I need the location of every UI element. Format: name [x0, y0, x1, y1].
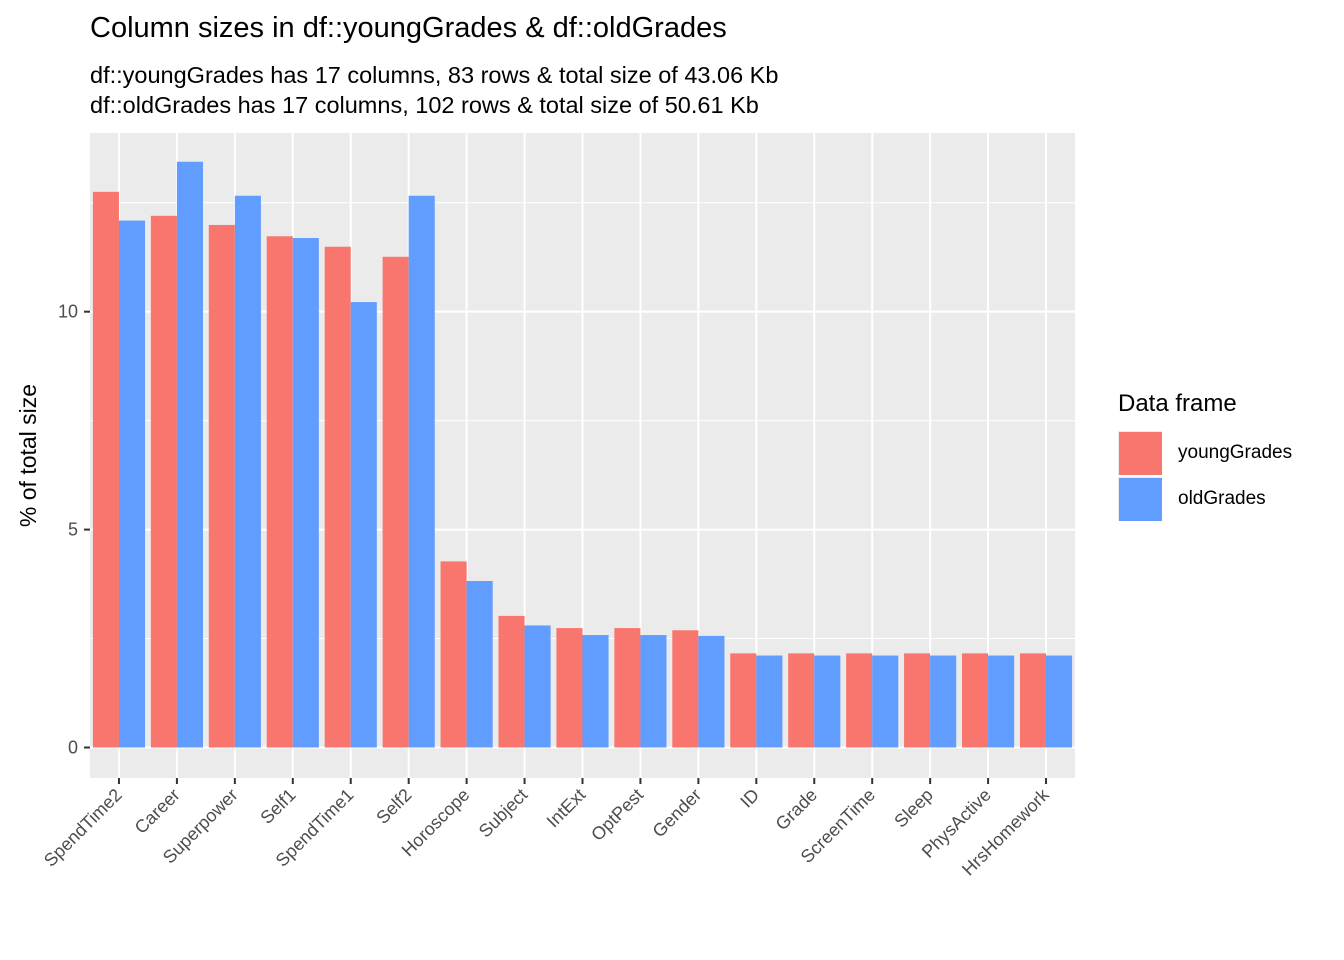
bar-oldGrades-Subject — [524, 625, 551, 748]
legend-item-younggrades: youngGrades — [1118, 430, 1292, 476]
bar-youngGrades-Horoscope — [440, 561, 467, 748]
x-tick-label: Grade — [772, 785, 822, 835]
bar-oldGrades-SpendTime1 — [350, 302, 377, 748]
bar-oldGrades-Self2 — [408, 195, 435, 748]
x-tick-label: SpendTime2 — [40, 785, 126, 871]
legend-label-younggrades: youngGrades — [1178, 442, 1293, 463]
x-tick-label: OptPest — [587, 785, 647, 845]
bar-youngGrades-OptPest — [614, 628, 641, 748]
bar-oldGrades-ID — [756, 655, 783, 748]
bar-oldGrades-Grade — [814, 655, 841, 748]
x-tick-label: ID — [736, 785, 763, 812]
chart-subtitle-line-1: df::youngGrades has 17 columns, 83 rows … — [90, 62, 779, 88]
bar-youngGrades-PhysActive — [962, 653, 989, 748]
y-tick-label: 0 — [68, 737, 78, 757]
bar-oldGrades-HrsHomework — [1046, 655, 1073, 748]
x-tick-label: Sleep — [890, 785, 937, 832]
bar-oldGrades-Superpower — [234, 195, 261, 748]
bar-oldGrades-Gender — [698, 635, 725, 748]
legend-swatch-younggrades — [1118, 431, 1162, 475]
y-tick-label: 10 — [58, 302, 78, 322]
bar-oldGrades-Sleep — [930, 655, 957, 748]
legend-title: Data frame — [1118, 390, 1237, 417]
legend-item-oldgrades: oldGrades — [1118, 476, 1292, 522]
x-tick-label: Subject — [475, 785, 532, 842]
bar-youngGrades-Grade — [788, 653, 815, 748]
bar-oldGrades-PhysActive — [988, 655, 1015, 748]
bar-youngGrades-Self2 — [382, 256, 409, 748]
x-tick-label: Self1 — [256, 785, 299, 828]
bar-oldGrades-OptPest — [640, 635, 667, 748]
bar-youngGrades-Self1 — [266, 236, 293, 748]
bar-youngGrades-SpendTime2 — [92, 191, 119, 748]
legend-swatch-oldgrades — [1118, 477, 1162, 521]
bar-youngGrades-HrsHomework — [1019, 653, 1047, 748]
chart-subtitle-line-2: df::oldGrades has 17 columns, 102 rows &… — [90, 92, 759, 118]
bar-youngGrades-IntExt — [556, 628, 583, 748]
y-axis-title: % of total size — [15, 384, 41, 527]
bar-youngGrades-Subject — [498, 615, 525, 748]
bar-youngGrades-Career — [150, 215, 177, 748]
x-tick-label: Gender — [649, 785, 706, 842]
x-tick-label: Career — [131, 785, 184, 838]
bar-oldGrades-Career — [176, 161, 203, 748]
x-tick-label: IntExt — [543, 785, 590, 832]
bar-youngGrades-Superpower — [208, 224, 235, 748]
bar-youngGrades-Sleep — [904, 653, 931, 748]
bar-youngGrades-SpendTime1 — [324, 246, 351, 748]
legend-key — [1118, 477, 1162, 521]
bar-oldGrades-Self1 — [292, 238, 319, 748]
bar-youngGrades-ID — [730, 653, 757, 748]
chart-title: Column sizes in df::youngGrades & df::ol… — [90, 12, 727, 44]
legend-label-oldgrades: oldGrades — [1178, 488, 1266, 509]
legend-key — [1118, 431, 1162, 475]
legend: Data frame youngGrades oldGrades — [1118, 390, 1292, 522]
bar-oldGrades-ScreenTime — [872, 655, 899, 748]
bar-oldGrades-IntExt — [582, 635, 609, 748]
bar-youngGrades-Gender — [672, 630, 699, 748]
bar-youngGrades-ScreenTime — [846, 653, 873, 748]
x-tick-label: Self2 — [372, 785, 415, 828]
bar-oldGrades-SpendTime2 — [118, 220, 146, 748]
y-tick-label: 5 — [68, 520, 78, 540]
bar-oldGrades-Horoscope — [466, 581, 493, 748]
